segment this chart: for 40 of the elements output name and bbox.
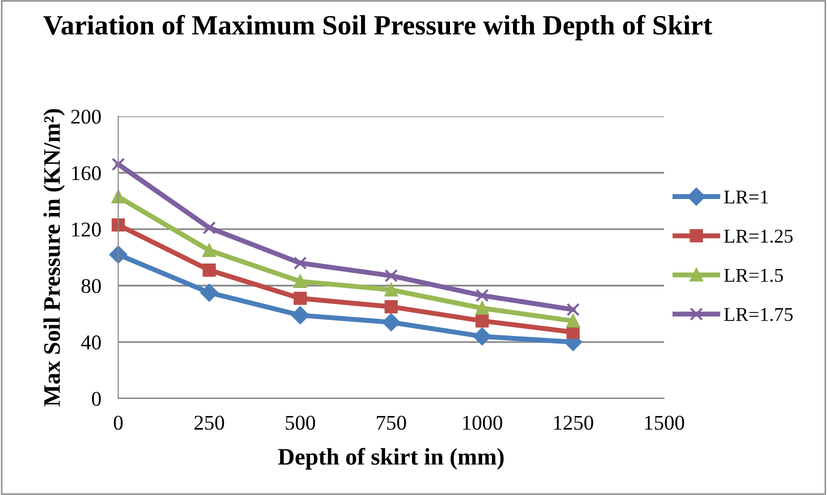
x-tick-label: 250 bbox=[194, 416, 224, 430]
legend-label: LR=1 bbox=[724, 190, 768, 204]
x-tick-label: 750 bbox=[376, 416, 406, 430]
y-tick-label: 40 bbox=[81, 335, 101, 350]
y-tick-label: 200 bbox=[71, 110, 101, 124]
point bbox=[384, 269, 398, 282]
x-tick-label: 1000 bbox=[463, 416, 502, 430]
y-tick-label: 0 bbox=[92, 392, 101, 406]
y-tick-label: 120 bbox=[72, 222, 101, 237]
y-tick-label: 160 bbox=[72, 166, 101, 180]
legend-label: LR=1.25 bbox=[724, 230, 793, 243]
point bbox=[202, 263, 216, 277]
point bbox=[566, 302, 580, 316]
point bbox=[384, 300, 398, 314]
point bbox=[112, 158, 125, 171]
point bbox=[384, 283, 398, 296]
point bbox=[112, 218, 125, 232]
point bbox=[476, 288, 489, 302]
legend-label: LR=1.5 bbox=[724, 268, 783, 282]
point bbox=[291, 306, 310, 324]
x-tick-label: 1250 bbox=[554, 416, 594, 430]
point bbox=[202, 221, 216, 234]
point bbox=[566, 314, 580, 328]
point bbox=[473, 328, 492, 346]
legend-label: LR=1.75 bbox=[724, 308, 793, 322]
y-tick-label: 80 bbox=[82, 278, 101, 294]
x-tick-label: 1500 bbox=[645, 416, 684, 430]
point bbox=[200, 284, 218, 302]
point bbox=[294, 256, 307, 270]
point bbox=[202, 244, 216, 257]
point bbox=[294, 292, 307, 305]
point bbox=[382, 313, 400, 332]
point bbox=[294, 274, 307, 288]
x-tick-label: 0 bbox=[114, 416, 123, 430]
x-axis-title: Depth of skirt in (mm) bbox=[278, 448, 504, 470]
chart-title: Variation of Maximum Soil Pressure with Depth of Skirt bbox=[43, 14, 712, 40]
y-axis-title: Max Soil Pressure in (KN/m²) bbox=[43, 109, 65, 406]
x-tick-label: 500 bbox=[286, 416, 316, 430]
point bbox=[476, 314, 489, 328]
point bbox=[476, 302, 489, 315]
